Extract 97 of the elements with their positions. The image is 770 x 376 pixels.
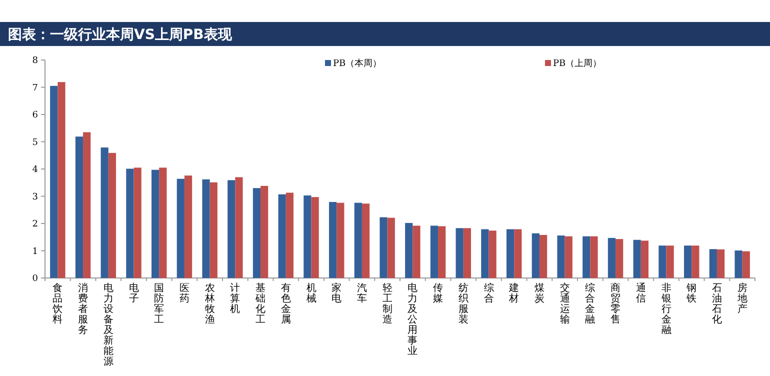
bar <box>100 147 108 278</box>
bar <box>608 238 616 278</box>
bar <box>362 204 370 278</box>
bar <box>709 249 717 278</box>
x-tick-label: 国防军工 <box>154 283 164 326</box>
bar <box>387 218 395 278</box>
y-tick-label: 5 <box>32 138 38 148</box>
x-tick-label: 电力及公用事业 <box>408 282 418 357</box>
bar <box>616 239 624 278</box>
y-tick-label: 2 <box>32 220 38 230</box>
title-bar: 图表：一级行业本周VS上周PB表现 <box>0 22 770 46</box>
x-tick-label: 钢铁 <box>686 283 697 304</box>
x-tick-label: 机械 <box>306 282 316 304</box>
x-tick-label: 汽车 <box>356 282 367 304</box>
bar <box>658 246 666 278</box>
x-tick-label: 综合金融 <box>585 282 596 326</box>
x-tick-label: 非银行金融 <box>660 282 672 336</box>
bar <box>286 192 294 278</box>
x-tick-label: 煤炭 <box>534 282 544 304</box>
x-tick-label: 轻工制造 <box>382 282 392 326</box>
bar <box>539 234 548 278</box>
y-tick-label: 6 <box>32 110 38 120</box>
y-tick-label: 3 <box>32 192 38 202</box>
bar <box>278 194 286 278</box>
x-tick-label: 通信 <box>636 282 646 304</box>
bar <box>329 202 337 278</box>
bar <box>228 180 236 278</box>
bar <box>734 250 742 278</box>
bar <box>564 236 572 278</box>
bar <box>590 236 598 278</box>
bar <box>692 246 700 278</box>
bar <box>304 195 312 278</box>
x-tick-label: 基础化工 <box>254 282 266 326</box>
bar <box>412 226 420 278</box>
bar <box>260 186 268 278</box>
bar <box>83 132 91 278</box>
x-tick-label: 建材 <box>508 282 520 304</box>
bar <box>488 230 496 278</box>
bar <box>456 228 464 278</box>
bar <box>666 246 674 278</box>
bar <box>716 249 725 278</box>
bar <box>380 217 388 278</box>
bar <box>742 251 750 278</box>
bar <box>430 226 438 278</box>
y-tick-label: 7 <box>32 83 38 94</box>
bar <box>184 176 192 278</box>
bar <box>405 222 413 278</box>
x-tick-label: 商贸零售 <box>610 282 621 326</box>
bar <box>463 228 471 278</box>
y-tick-label: 8 <box>32 56 38 66</box>
bar <box>75 136 84 278</box>
chart-title: 图表：一级行业本周VS上周PB表现 <box>8 27 233 43</box>
x-tick-label: 计算机 <box>230 282 240 315</box>
bar <box>252 188 261 278</box>
x-tick-label: 电力设备及新能源 <box>103 282 114 368</box>
bar <box>202 179 210 278</box>
x-tick-label: 有色金属 <box>280 282 291 326</box>
bar <box>210 182 218 278</box>
bar <box>633 240 641 278</box>
x-tick-label: 综合 <box>484 282 494 304</box>
y-tick-label: 4 <box>32 165 38 175</box>
bar <box>50 86 58 278</box>
x-tick-label: 石油石化 <box>712 283 722 326</box>
bar <box>235 177 243 278</box>
x-tick-label: 农林牧渔 <box>204 283 215 326</box>
bar <box>557 235 565 278</box>
bar <box>532 233 540 278</box>
bar <box>108 152 116 278</box>
bar <box>481 229 489 278</box>
bar <box>336 202 344 278</box>
bar <box>354 202 362 278</box>
x-tick-label: 传媒 <box>433 283 444 304</box>
y-tick-label: 1 <box>32 246 38 257</box>
x-tick-label: 房地产 <box>736 282 748 315</box>
bar <box>640 240 648 278</box>
bar <box>152 170 160 278</box>
bar <box>582 236 590 278</box>
bar <box>438 226 446 278</box>
x-tick-label: 消费者服务 <box>78 282 88 336</box>
bar <box>159 168 167 278</box>
bar <box>134 168 142 278</box>
x-tick-label: 纺织服装 <box>458 282 468 326</box>
bar <box>126 168 134 278</box>
legend-label: PB（本周） <box>333 58 382 69</box>
y-tick-label: 0 <box>32 274 38 284</box>
x-tick-label: 电子 <box>128 282 139 304</box>
legend-label: PB（上周） <box>553 58 602 69</box>
x-tick-label: 食品饮料 <box>52 282 63 326</box>
x-tick-label: 医药 <box>179 283 190 304</box>
bar <box>176 178 184 278</box>
x-tick-label: 家电 <box>332 282 342 304</box>
bar <box>514 229 522 278</box>
bar <box>506 229 514 278</box>
bar <box>311 197 319 278</box>
bar <box>684 246 692 278</box>
x-tick-label: 交通运输 <box>560 282 570 326</box>
bar <box>58 82 66 278</box>
